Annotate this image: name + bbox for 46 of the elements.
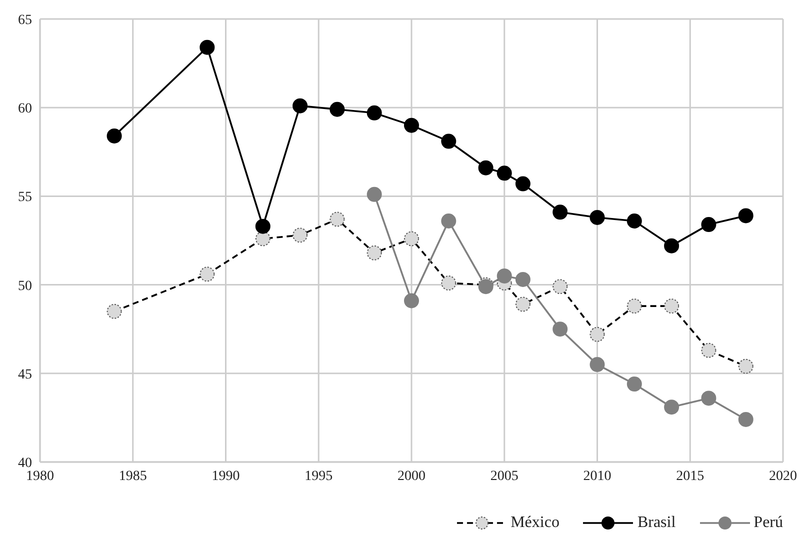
point (738, 208, 754, 224)
point (552, 322, 568, 337)
point (255, 218, 270, 234)
point (200, 40, 215, 55)
x-tick-label: 1980 (26, 468, 54, 484)
point (590, 357, 605, 372)
point (552, 204, 568, 220)
point (626, 214, 642, 229)
point (441, 134, 456, 149)
point (738, 412, 754, 427)
point (292, 98, 308, 114)
point (330, 102, 345, 117)
y-tick-label: 55 (18, 190, 32, 206)
point (590, 210, 605, 225)
point (515, 176, 530, 192)
legend-label: México (510, 514, 560, 532)
y-tick-label: 50 (18, 278, 32, 294)
point (626, 376, 642, 392)
point (478, 160, 494, 176)
point (496, 268, 512, 284)
point (701, 217, 716, 232)
point (404, 293, 419, 308)
x-tick-label: 2005 (490, 468, 518, 484)
point (701, 390, 716, 406)
point (366, 186, 382, 202)
point (515, 272, 530, 287)
y-tick-label: 60 (18, 102, 32, 117)
y-tick-label: 40 (18, 456, 32, 471)
x-tick-label: 1995 (304, 468, 333, 484)
x-tick-label: 2010 (583, 468, 612, 484)
x-tick-label: 2020 (769, 468, 797, 484)
point (106, 128, 122, 144)
x-tick-label: 1985 (118, 468, 147, 484)
x-tick-label: 2015 (676, 468, 704, 484)
y-tick-label: 45 (18, 367, 32, 382)
x-tick-label: 2000 (398, 468, 426, 484)
point (404, 118, 419, 133)
point (664, 400, 680, 415)
point (366, 105, 382, 120)
y-tick-label: 65 (18, 12, 32, 28)
point (664, 238, 680, 254)
point (496, 166, 512, 181)
legend-label: Perú (754, 514, 783, 532)
x-tick-label: 1990 (212, 468, 240, 484)
point (441, 214, 456, 229)
legend-label: Brasil (637, 514, 676, 532)
